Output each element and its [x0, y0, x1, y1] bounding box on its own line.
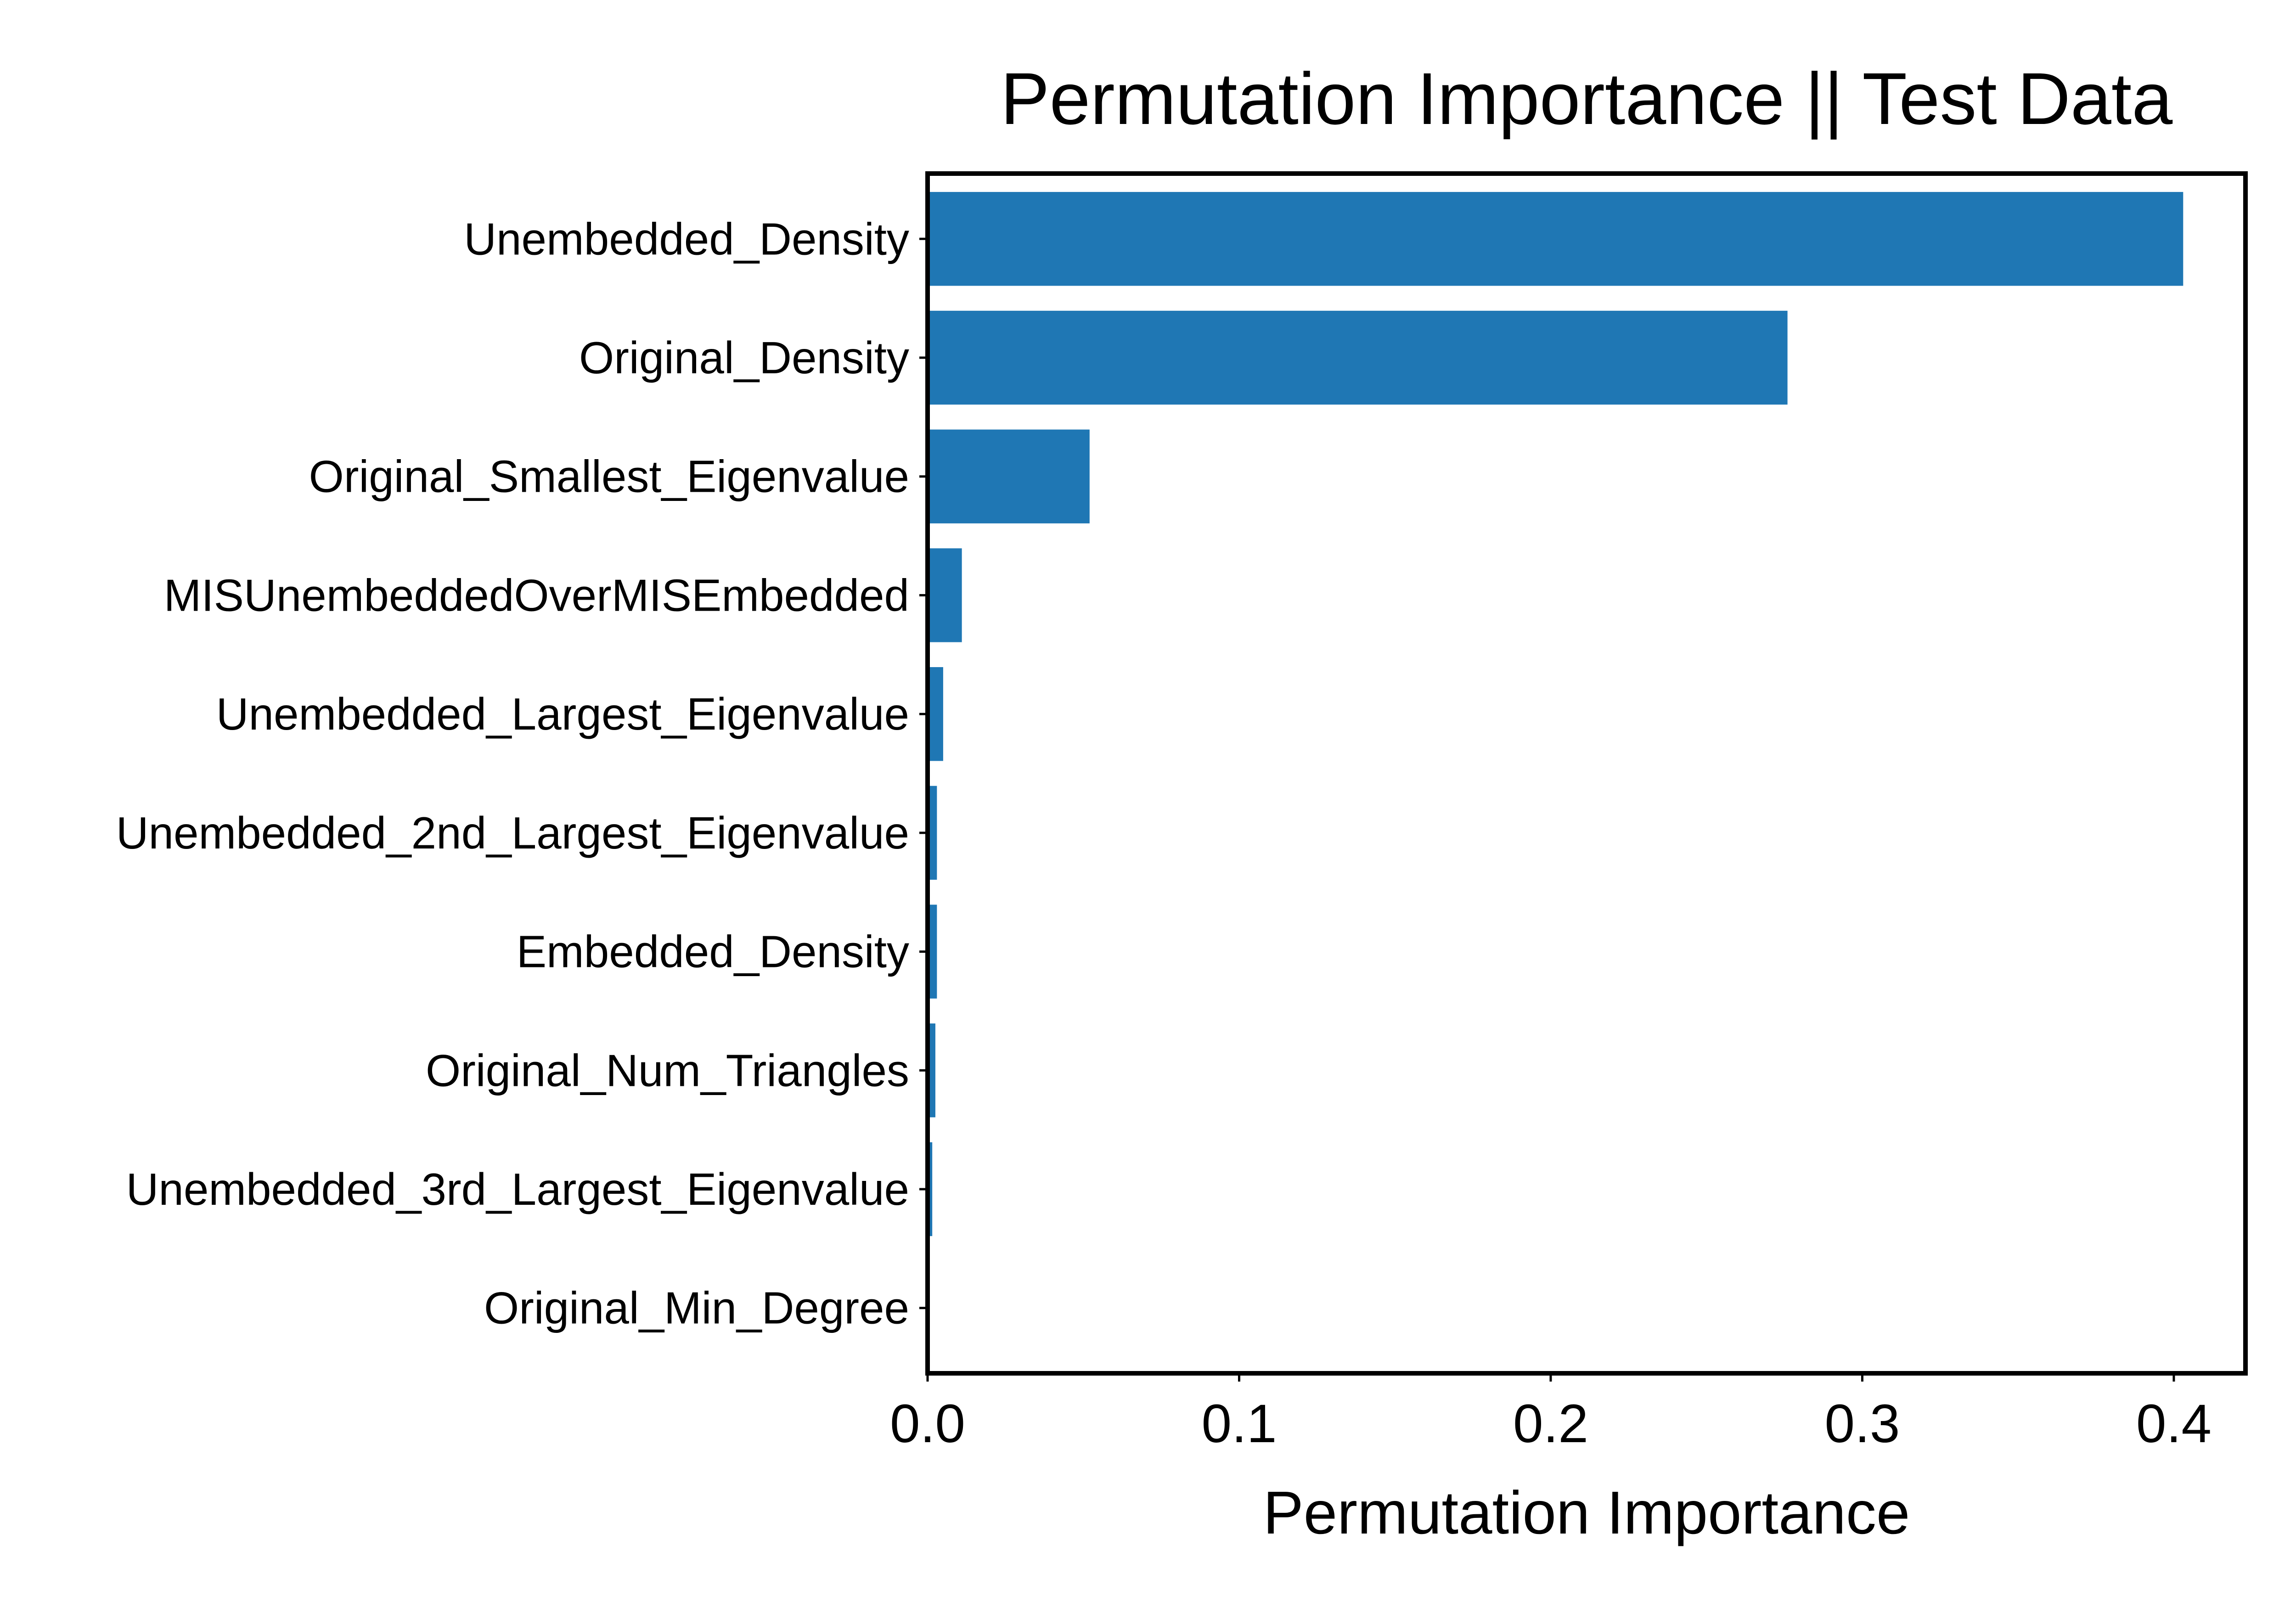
x-tick-label: 0.2 [1513, 1393, 1588, 1454]
x-tick-label: 0.0 [890, 1393, 965, 1454]
bar-original-smallest-eigenvalue [928, 429, 1090, 523]
x-tick-label: 0.1 [1201, 1393, 1277, 1454]
y-tick-label: Original_Smallest_Eigenvalue [309, 451, 909, 502]
chart-title: Permutation Importance || Test Data [1001, 57, 2173, 140]
bar-original-density [928, 310, 1788, 405]
y-tick-label: Embedded_Density [517, 927, 909, 977]
bar-unembedded-3rd-largest-eigenvalue [928, 1142, 933, 1236]
y-tick-label: Unembedded_2nd_Largest_Eigenvalue [116, 808, 909, 858]
bars-layer [928, 192, 2183, 1236]
bar-unembedded-largest-eigenvalue [928, 667, 943, 761]
x-axis-ticks: 0.0 0.1 0.2 0.3 0.4 [890, 1373, 2212, 1454]
y-axis-ticks: Unembedded_Density Original_Density Origin… [116, 214, 928, 1333]
plot-frame [925, 171, 2248, 1376]
bar-misunembeddedovermisembedded [928, 548, 962, 642]
y-tick-label: Unembedded_3rd_Largest_Eigenvalue [126, 1164, 909, 1214]
y-tick-label: Original_Density [579, 332, 909, 383]
x-tick-label: 0.3 [1824, 1393, 1900, 1454]
y-tick-label: Original_Num_Triangles [426, 1045, 909, 1096]
y-tick-label: Unembedded_Density [464, 214, 909, 264]
y-tick-label: Unembedded_Largest_Eigenvalue [216, 689, 909, 739]
x-axis-label: Permutation Importance [1263, 1479, 1910, 1546]
bar-embedded-density [928, 905, 937, 999]
y-tick-label: MISUnembeddedOverMISEmbedded [164, 570, 909, 620]
bar-unembedded-2nd-largest-eigenvalue [928, 786, 937, 880]
y-tick-label: Original_Min_Degree [484, 1283, 909, 1333]
x-tick-label: 0.4 [2136, 1393, 2212, 1454]
bar-unembedded-density [928, 192, 2183, 286]
